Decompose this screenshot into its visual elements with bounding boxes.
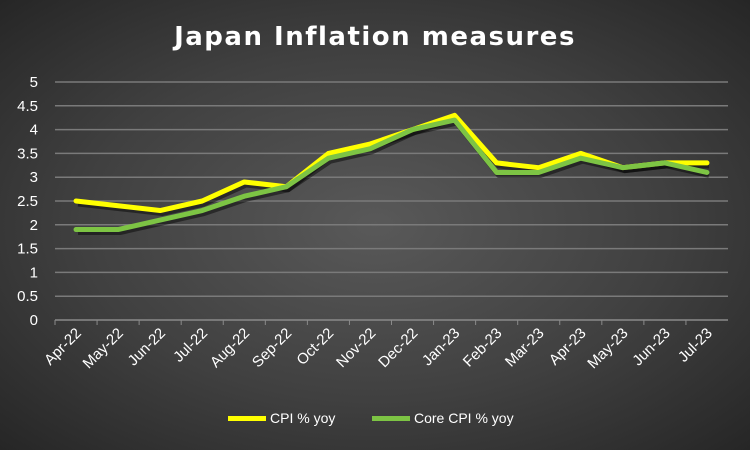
x-tick-label: May-23 — [584, 325, 631, 372]
x-tick-label: Jul-23 — [675, 325, 716, 366]
x-tick-label: Sep-22 — [249, 325, 295, 371]
x-tick-label: Aug-22 — [207, 325, 253, 371]
y-tick-label: 0.5 — [17, 288, 38, 305]
x-tick-label: May-22 — [80, 325, 127, 372]
x-tick-label: Nov-22 — [333, 325, 379, 371]
y-tick-label: 3.5 — [17, 145, 38, 162]
legend-item-cpi: CPI % yoy — [228, 410, 335, 426]
y-tick-label: 4.5 — [17, 98, 38, 115]
x-tick-label: Jan-23 — [419, 325, 463, 369]
legend-label: Core CPI % yoy — [414, 410, 514, 426]
legend-swatch-cpi — [228, 415, 266, 421]
y-tick-label: 2 — [30, 217, 38, 234]
legend-item-core-cpi: Core CPI % yoy — [372, 410, 514, 426]
chart-title: Japan Inflation measures — [174, 22, 576, 52]
legend-label: CPI % yoy — [270, 410, 336, 426]
series-line-core-cpi — [73, 117, 710, 233]
y-tick-label: 1.5 — [17, 241, 38, 258]
x-tick-label: Apr-22 — [41, 325, 85, 369]
x-tick-label: Jun-23 — [629, 325, 673, 369]
y-tick-label: 2.5 — [17, 193, 38, 210]
x-tick-label: Dec-22 — [375, 325, 421, 371]
x-tick-label: Jun-22 — [125, 325, 169, 369]
legend-swatch-core — [372, 415, 410, 421]
y-tick-label: 0 — [30, 312, 38, 329]
x-tick-label: Jul-22 — [170, 325, 211, 366]
y-tick-label: 4 — [30, 122, 38, 139]
y-tick-label: 1 — [30, 264, 38, 281]
x-tick-label: Apr-23 — [546, 325, 590, 369]
x-tick-label: Feb-23 — [460, 325, 506, 371]
x-tick-label: Mar-23 — [502, 325, 548, 371]
y-tick-label: 3 — [30, 169, 38, 186]
x-tick-label: Oct-22 — [293, 325, 337, 369]
y-tick-label: 5 — [30, 74, 38, 91]
